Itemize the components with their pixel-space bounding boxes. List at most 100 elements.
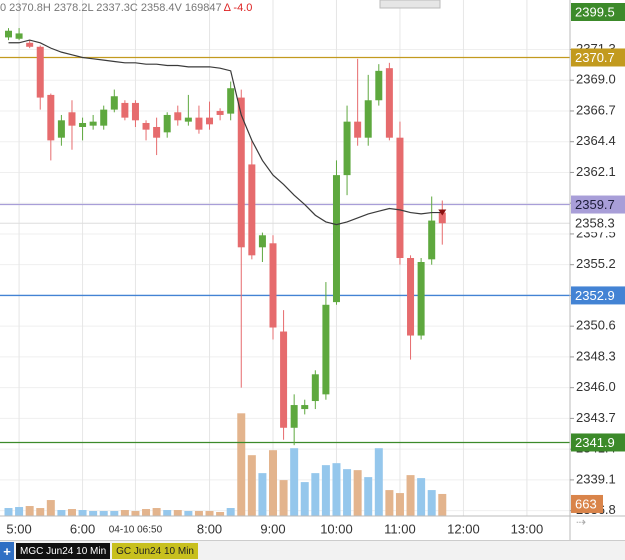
volume-bar <box>36 508 45 516</box>
volume-bar <box>25 506 34 516</box>
candle-body <box>311 374 319 402</box>
candle-body <box>15 33 23 39</box>
volume-bar <box>353 470 362 516</box>
volume-bar <box>78 510 87 516</box>
x-tick-label: 11:00 <box>384 521 416 536</box>
candle-body <box>195 117 203 130</box>
ohlc-header: 0 2370.8H 2378.2L 2337.3C 2358.4V 169847… <box>0 2 252 14</box>
volume-bar <box>57 510 66 516</box>
x-tick-label: 10:00 <box>320 521 353 536</box>
toolbar-handle[interactable] <box>379 0 441 9</box>
scroll-right-arrow[interactable]: ⇢ <box>576 515 586 529</box>
volume-bar <box>226 508 235 516</box>
y-tick-label: 2339.1 <box>576 471 616 486</box>
y-tick-label: 2346.0 <box>576 379 616 394</box>
volume-bar <box>4 508 13 516</box>
volume-bar <box>237 413 246 516</box>
volume-bar <box>258 473 267 516</box>
candle-body <box>184 117 192 122</box>
x-tick-label: 8:00 <box>197 521 222 536</box>
candle-body <box>364 100 372 138</box>
volume-bar <box>406 475 415 516</box>
candle-body <box>121 102 129 118</box>
volume-bar <box>374 448 383 516</box>
volume-bar <box>216 512 225 516</box>
volume-bar <box>142 509 151 516</box>
volume-bar <box>173 510 182 516</box>
add-tab-button[interactable]: + <box>0 542 14 560</box>
volume-bar <box>417 478 426 516</box>
volume-bar <box>110 511 119 516</box>
candle-body <box>301 405 309 410</box>
chart-tab[interactable]: GC Jun24 10 Min <box>112 543 198 559</box>
change-text: Δ -4.0 <box>223 2 253 14</box>
chart: 2371.32369.02366.72364.42362.12359.82357… <box>0 0 625 540</box>
volume-bar <box>269 450 277 516</box>
price-line-label-bg <box>571 286 625 305</box>
candle-body <box>79 122 87 127</box>
volume-bar <box>279 480 288 516</box>
ohlc-text: 0 2370.8H 2378.2L 2337.3C 2358.4V 169847 <box>0 2 222 14</box>
volume-bar <box>163 510 172 516</box>
candle-body <box>332 175 340 303</box>
moving-average-line <box>8 39 443 226</box>
x-tick-label: 04-10 06:50 <box>109 525 163 536</box>
price-line-label-bg <box>571 433 625 452</box>
candle-body <box>269 243 277 328</box>
volume-bar <box>89 511 98 516</box>
volume-bar <box>427 490 436 516</box>
volume-bar <box>67 509 76 516</box>
candle-body <box>227 88 235 114</box>
candle-body <box>36 46 44 98</box>
candle-body <box>47 94 55 141</box>
candle-body <box>428 220 436 260</box>
volume-bar <box>438 493 447 516</box>
y-tick-label: 2364.4 <box>576 133 616 148</box>
candle-body <box>248 164 256 256</box>
y-tick-label: 2355.2 <box>576 256 616 271</box>
volume-bar <box>194 511 203 516</box>
volume-bar <box>385 490 394 516</box>
last-bar-marker <box>438 209 447 216</box>
price-line-label-bg <box>571 195 625 214</box>
x-tick-label: 6:00 <box>70 521 95 536</box>
y-tick-label: 2343.7 <box>576 410 616 425</box>
x-tick-label: 13:00 <box>511 521 544 536</box>
candle-body <box>396 137 404 258</box>
chart-background <box>0 0 625 540</box>
volume-bar <box>184 511 193 516</box>
candle-body <box>5 30 12 38</box>
candle-body <box>206 117 214 125</box>
candle-body <box>131 102 139 121</box>
candle-body <box>26 42 34 47</box>
volume-bar <box>321 465 330 516</box>
candle-body <box>417 262 425 336</box>
volume-bar <box>205 511 214 516</box>
volume-bar <box>364 477 373 516</box>
x-tick-label: 12:00 <box>447 521 480 536</box>
candle-body <box>237 97 245 248</box>
volume-label-bg <box>571 494 603 513</box>
volume-bar <box>311 473 320 516</box>
candle-body <box>375 70 383 101</box>
candle-body <box>216 110 224 115</box>
candle-body <box>385 68 393 138</box>
price-line-label-bg <box>571 3 625 21</box>
y-tick-label: 2348.3 <box>576 348 616 363</box>
price-line-label: 2352.9 <box>575 288 615 303</box>
volume-bar <box>343 469 352 516</box>
y-tick-label: 2369.0 <box>576 72 616 87</box>
candle-body <box>322 304 330 395</box>
candle-body <box>153 126 161 138</box>
candle-body <box>68 112 76 126</box>
volume-bar <box>131 511 140 516</box>
volume-bar <box>46 500 55 516</box>
volume-label: 663 <box>575 496 597 511</box>
x-tick-label: 9:00 <box>260 521 285 536</box>
candle-body <box>438 212 446 224</box>
price-line-label: 2341.9 <box>575 435 615 450</box>
price-line-label: 2370.7 <box>575 50 615 65</box>
volume-bar <box>15 507 24 516</box>
chart-tab[interactable]: MGC Jun24 10 Min <box>16 543 111 559</box>
candle-body <box>258 235 266 248</box>
